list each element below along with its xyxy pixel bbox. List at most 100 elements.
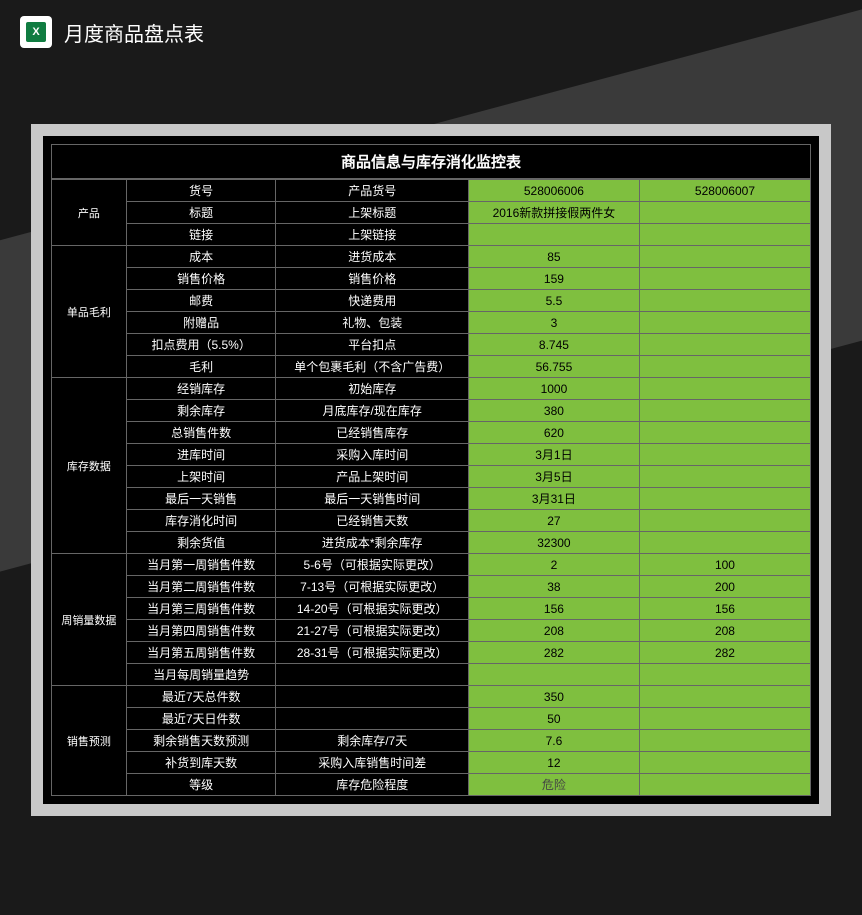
row-value-1: 2 (468, 554, 639, 576)
row-value-2: 528006007 (639, 180, 810, 202)
table-row: 剩余货值进货成本*剩余库存32300 (52, 532, 811, 554)
row-value-1: 159 (468, 268, 639, 290)
table-row: 当月第二周销售件数7-13号（可根据实际更改）38200 (52, 576, 811, 598)
table-row: 剩余销售天数预测剩余库存/7天7.6 (52, 730, 811, 752)
row-value-1 (468, 664, 639, 686)
table-row: 进库时间采购入库时间3月1日 (52, 444, 811, 466)
excel-icon-glyph: X (26, 22, 46, 42)
spreadsheet-frame: 商品信息与库存消化监控表 产品货号产品货号528006006528006007标… (31, 124, 831, 816)
row-value-2 (639, 774, 810, 796)
row-desc: 进货成本 (276, 246, 468, 268)
row-desc: 平台扣点 (276, 334, 468, 356)
row-value-1: 38 (468, 576, 639, 598)
row-desc: 剩余库存/7天 (276, 730, 468, 752)
row-value-2: 282 (639, 642, 810, 664)
row-value-2 (639, 290, 810, 312)
row-desc (276, 664, 468, 686)
row-value-2: 100 (639, 554, 810, 576)
row-value-1: 282 (468, 642, 639, 664)
row-value-1: 1000 (468, 378, 639, 400)
table-row: 库存数据经销库存初始库存1000 (52, 378, 811, 400)
row-desc: 礼物、包装 (276, 312, 468, 334)
table-row: 附赠品礼物、包装3 (52, 312, 811, 334)
row-desc: 快递费用 (276, 290, 468, 312)
row-value-2 (639, 708, 810, 730)
row-desc: 5-6号（可根据实际更改） (276, 554, 468, 576)
table-row: 当月每周销量趋势 (52, 664, 811, 686)
row-desc: 月底库存/现在库存 (276, 400, 468, 422)
row-desc: 进货成本*剩余库存 (276, 532, 468, 554)
row-desc: 14-20号（可根据实际更改） (276, 598, 468, 620)
row-value-1: 208 (468, 620, 639, 642)
row-value-2 (639, 246, 810, 268)
row-desc (276, 708, 468, 730)
row-value-1: 56.755 (468, 356, 639, 378)
spreadsheet-inner: 商品信息与库存消化监控表 产品货号产品货号528006006528006007标… (43, 136, 819, 804)
row-value-2 (639, 312, 810, 334)
row-value-2 (639, 356, 810, 378)
row-desc: 21-27号（可根据实际更改） (276, 620, 468, 642)
row-value-1 (468, 224, 639, 246)
row-value-2 (639, 686, 810, 708)
row-value-1: 156 (468, 598, 639, 620)
table-row: 邮费快递费用5.5 (52, 290, 811, 312)
row-value-2: 208 (639, 620, 810, 642)
data-table: 产品货号产品货号528006006528006007标题上架标题2016新款拼接… (51, 179, 811, 796)
row-name: 等级 (126, 774, 276, 796)
row-name: 剩余货值 (126, 532, 276, 554)
row-desc: 采购入库销售时间差 (276, 752, 468, 774)
table-row: 销售价格销售价格159 (52, 268, 811, 290)
row-name: 链接 (126, 224, 276, 246)
row-value-1: 危险 (468, 774, 639, 796)
row-name: 进库时间 (126, 444, 276, 466)
row-value-2 (639, 268, 810, 290)
row-value-1: 12 (468, 752, 639, 774)
row-value-2 (639, 664, 810, 686)
table-row: 总销售件数已经销售库存620 (52, 422, 811, 444)
row-desc: 初始库存 (276, 378, 468, 400)
row-desc: 最后一天销售时间 (276, 488, 468, 510)
row-name: 总销售件数 (126, 422, 276, 444)
table-row: 最近7天日件数50 (52, 708, 811, 730)
row-name: 当月第五周销售件数 (126, 642, 276, 664)
table-row: 扣点费用（5.5%）平台扣点8.745 (52, 334, 811, 356)
row-name: 附赠品 (126, 312, 276, 334)
row-value-1: 7.6 (468, 730, 639, 752)
row-value-1: 32300 (468, 532, 639, 554)
row-desc: 产品上架时间 (276, 466, 468, 488)
row-value-1: 50 (468, 708, 639, 730)
row-value-2 (639, 422, 810, 444)
row-desc: 销售价格 (276, 268, 468, 290)
row-value-2 (639, 532, 810, 554)
row-name: 最后一天销售 (126, 488, 276, 510)
table-row: 销售预测最近7天总件数350 (52, 686, 811, 708)
table-row: 库存消化时间已经销售天数27 (52, 510, 811, 532)
table-row: 单品毛利成本进货成本85 (52, 246, 811, 268)
table-row: 剩余库存月底库存/现在库存380 (52, 400, 811, 422)
row-value-1: 27 (468, 510, 639, 532)
row-desc: 7-13号（可根据实际更改） (276, 576, 468, 598)
row-value-2 (639, 378, 810, 400)
row-name: 剩余库存 (126, 400, 276, 422)
row-value-1: 2016新款拼接假两件女 (468, 202, 639, 224)
row-value-1: 85 (468, 246, 639, 268)
row-name: 当月第一周销售件数 (126, 554, 276, 576)
table-row: 上架时间产品上架时间3月5日 (52, 466, 811, 488)
row-desc: 上架标题 (276, 202, 468, 224)
row-name: 补货到库天数 (126, 752, 276, 774)
row-name: 当月第三周销售件数 (126, 598, 276, 620)
table-row: 等级库存危险程度危险 (52, 774, 811, 796)
row-value-2 (639, 334, 810, 356)
row-name: 当月第二周销售件数 (126, 576, 276, 598)
table-row: 最后一天销售最后一天销售时间3月31日 (52, 488, 811, 510)
row-value-1: 3月5日 (468, 466, 639, 488)
row-value-1: 3月31日 (468, 488, 639, 510)
section-label: 库存数据 (52, 378, 127, 554)
table-row: 标题上架标题2016新款拼接假两件女 (52, 202, 811, 224)
row-value-2 (639, 752, 810, 774)
row-value-2 (639, 466, 810, 488)
row-name: 扣点费用（5.5%） (126, 334, 276, 356)
row-value-2 (639, 202, 810, 224)
row-desc: 库存危险程度 (276, 774, 468, 796)
section-label: 周销量数据 (52, 554, 127, 686)
